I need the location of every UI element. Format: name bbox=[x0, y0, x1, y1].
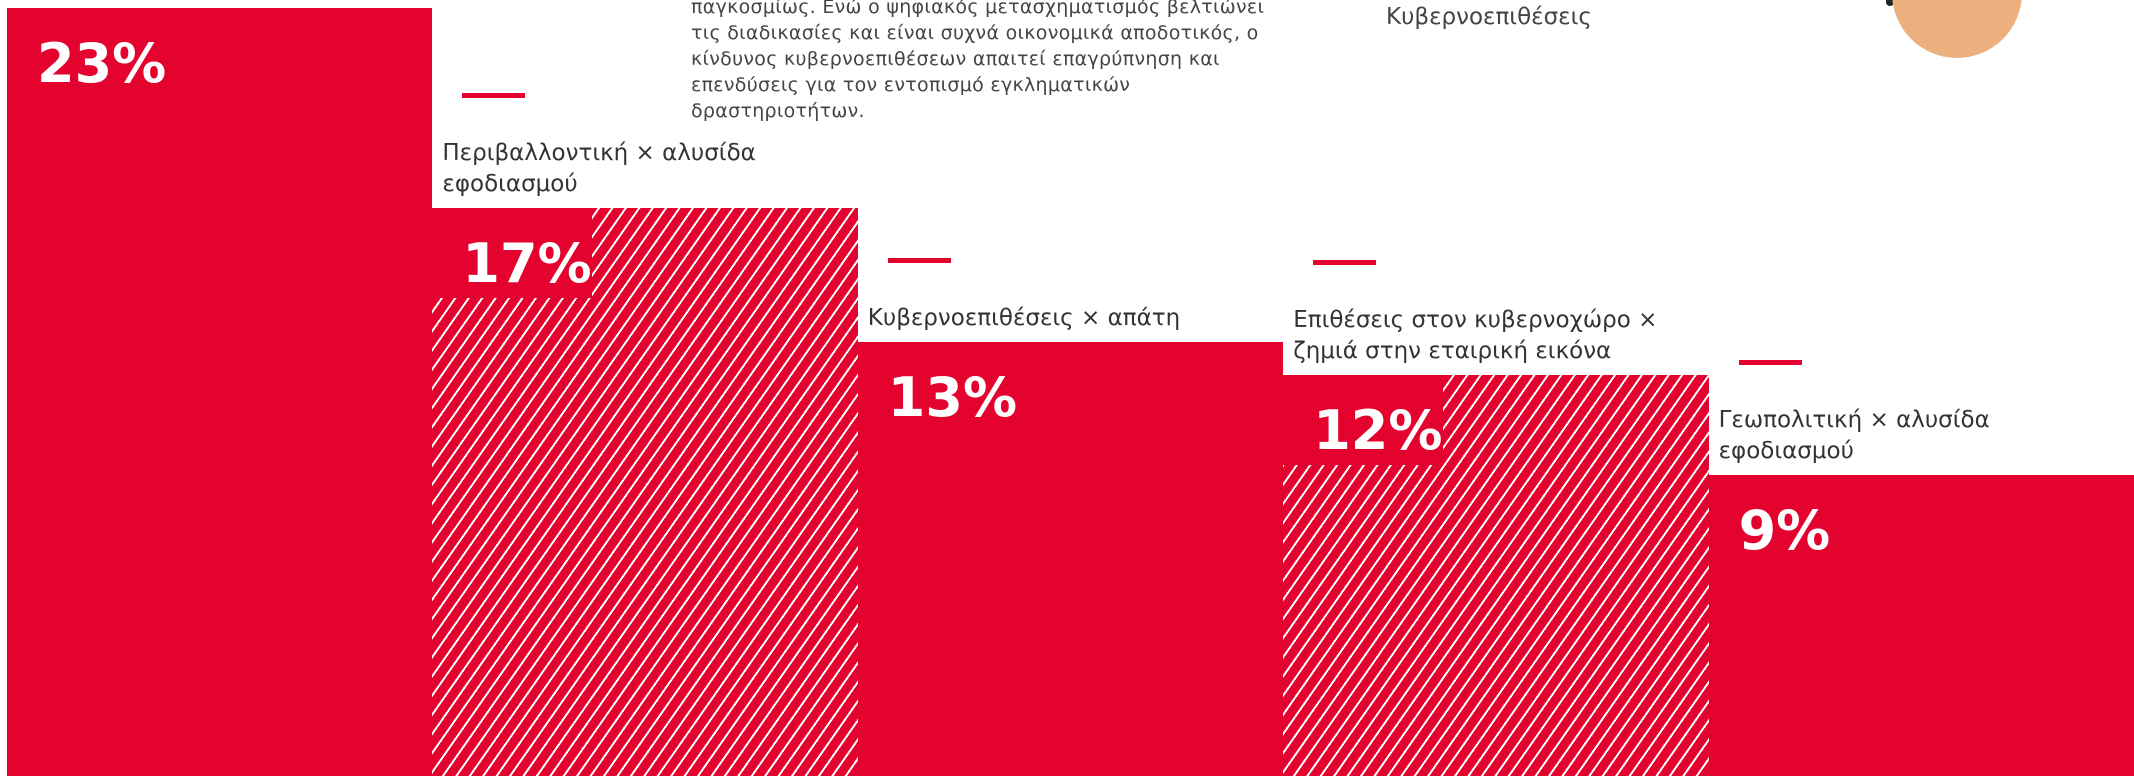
value-label: 13% bbox=[857, 341, 1018, 432]
description-line: κίνδυνος κυβερνοεπιθέσεων απαιτεί επαγρύ… bbox=[691, 48, 1220, 70]
category-group: Γεωπολιτική × αλυσίδα εφοδιασμού bbox=[1709, 360, 2119, 467]
description-line: επενδύσεις για τον εντοπισμό εγκληματικώ… bbox=[691, 74, 1131, 96]
category-group: Κυβερνοεπιθέσεις × απάτη bbox=[858, 257, 1268, 334]
bar: 23% bbox=[7, 8, 433, 776]
category-group: Περιβαλλοντική × αλυσίδα εφοδιασμού bbox=[432, 93, 842, 200]
decoration bbox=[1886, 0, 1894, 6]
bar: 12% bbox=[1283, 375, 1709, 776]
bar: 17% bbox=[432, 208, 858, 776]
legend-label: Κυβερνοεπιθέσεις bbox=[1386, 4, 1592, 30]
dash bbox=[1738, 360, 1802, 366]
dash bbox=[887, 257, 951, 263]
category-label: Περιβαλλοντική × αλυσίδα εφοδιασμού bbox=[442, 140, 756, 198]
decoration-circle bbox=[1892, 0, 2022, 58]
bar: 13% bbox=[857, 341, 1284, 776]
category-label: Επιθέσεις στον κυβερνοχώρο × ζημιά στην … bbox=[1293, 307, 1658, 365]
bar: 9% bbox=[1708, 475, 2134, 776]
value-label: 17% bbox=[432, 208, 593, 299]
category-group: Επιθέσεις στον κυβερνοχώρο × ζημιά στην … bbox=[1283, 260, 1693, 367]
category-label: Κυβερνοεπιθέσεις × απάτη bbox=[867, 304, 1181, 331]
value-label: 12% bbox=[1283, 375, 1444, 466]
value-label: 23% bbox=[7, 8, 167, 98]
dash bbox=[1313, 260, 1377, 266]
description-line: παγκοσμίως. Ενώ ο ψηφιακός μετασχηματισμ… bbox=[691, 0, 1265, 18]
description: παγκοσμίως. Ενώ ο ψηφιακός μετασχηματισμ… bbox=[691, 0, 1264, 124]
description-line: τις διαδικασίες και είναι συχνά οικονομι… bbox=[691, 22, 1259, 44]
description-line: δραστηριοτήτων. bbox=[691, 100, 865, 122]
value-label: 9% bbox=[1708, 475, 1869, 566]
dash bbox=[462, 93, 526, 99]
category-label: Γεωπολιτική × αλυσίδα εφοδιασμού bbox=[1718, 407, 1990, 465]
